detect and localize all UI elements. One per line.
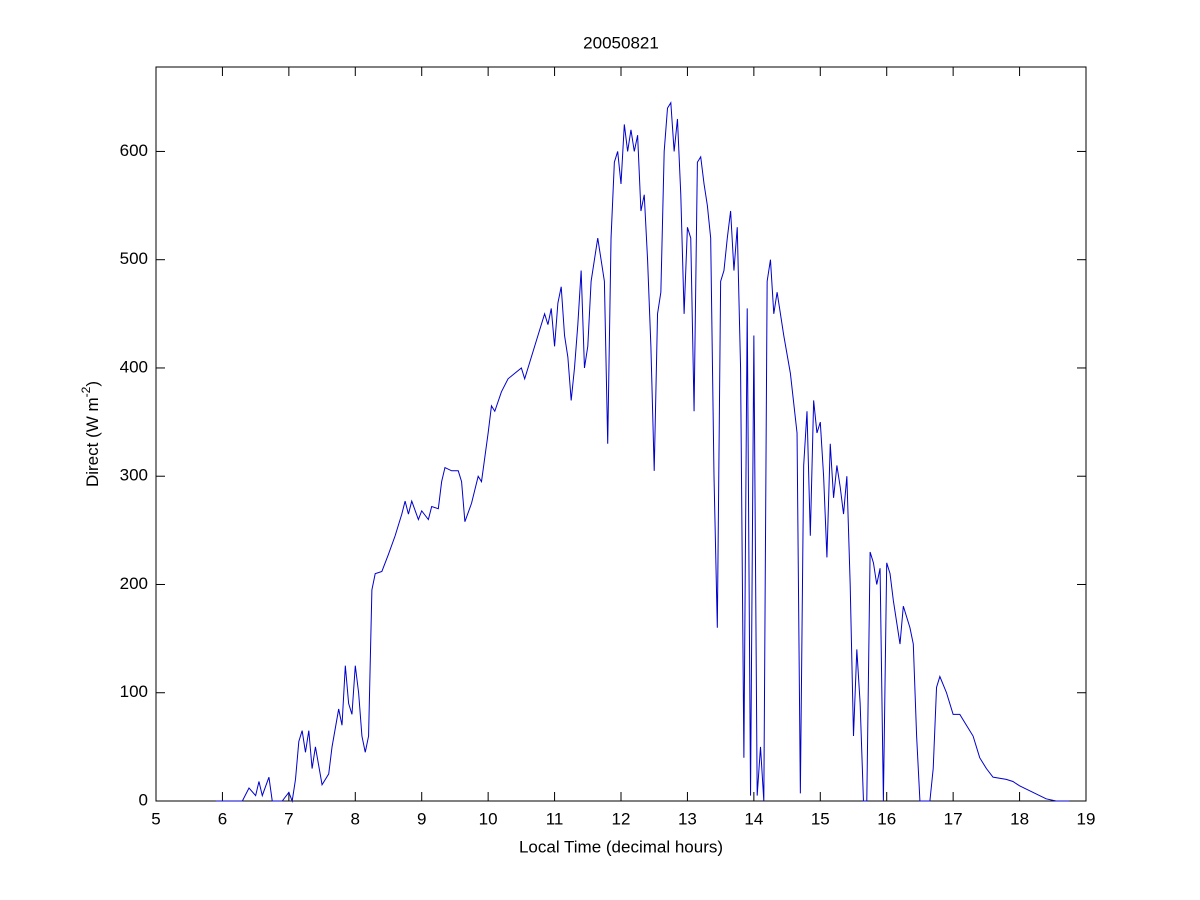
y-tick-label: 300 [120, 466, 148, 485]
x-tick-label: 11 [546, 809, 564, 828]
data-line [215, 101, 1070, 803]
y-axis-label-close: ) [83, 381, 102, 387]
y-tick-label: 200 [120, 574, 148, 593]
x-tick-label: 16 [877, 809, 896, 828]
x-axis-label: Local Time (decimal hours) [519, 837, 723, 856]
x-tick-label: 17 [944, 809, 963, 828]
y-axis-label-exponent: -2 [79, 386, 93, 397]
y-axis-label-text: Direct (W m [83, 397, 102, 487]
y-tick-label: 500 [120, 249, 148, 268]
x-tick-label: 6 [218, 809, 227, 828]
chart-title: 20050821 [583, 33, 659, 52]
x-tick-label: 5 [151, 809, 160, 828]
y-tick-label: 400 [120, 357, 148, 376]
y-tick-label: 600 [120, 141, 148, 160]
y-axis-label: Direct (W m-2) [79, 381, 102, 487]
x-tick-label: 10 [479, 809, 498, 828]
x-tick-label: 8 [351, 809, 360, 828]
x-tick-label: 15 [811, 809, 830, 828]
x-tick-label: 7 [284, 809, 293, 828]
x-tick-label: 9 [417, 809, 426, 828]
x-tick-label: 14 [744, 809, 763, 828]
x-tick-label: 19 [1077, 809, 1096, 828]
plot-area [155, 66, 1087, 802]
x-tick-label: 13 [678, 809, 697, 828]
y-tick-label: 100 [120, 682, 148, 701]
x-tick-label: 12 [612, 809, 631, 828]
y-tick-label: 0 [139, 790, 148, 809]
x-tick-label: 18 [1010, 809, 1029, 828]
